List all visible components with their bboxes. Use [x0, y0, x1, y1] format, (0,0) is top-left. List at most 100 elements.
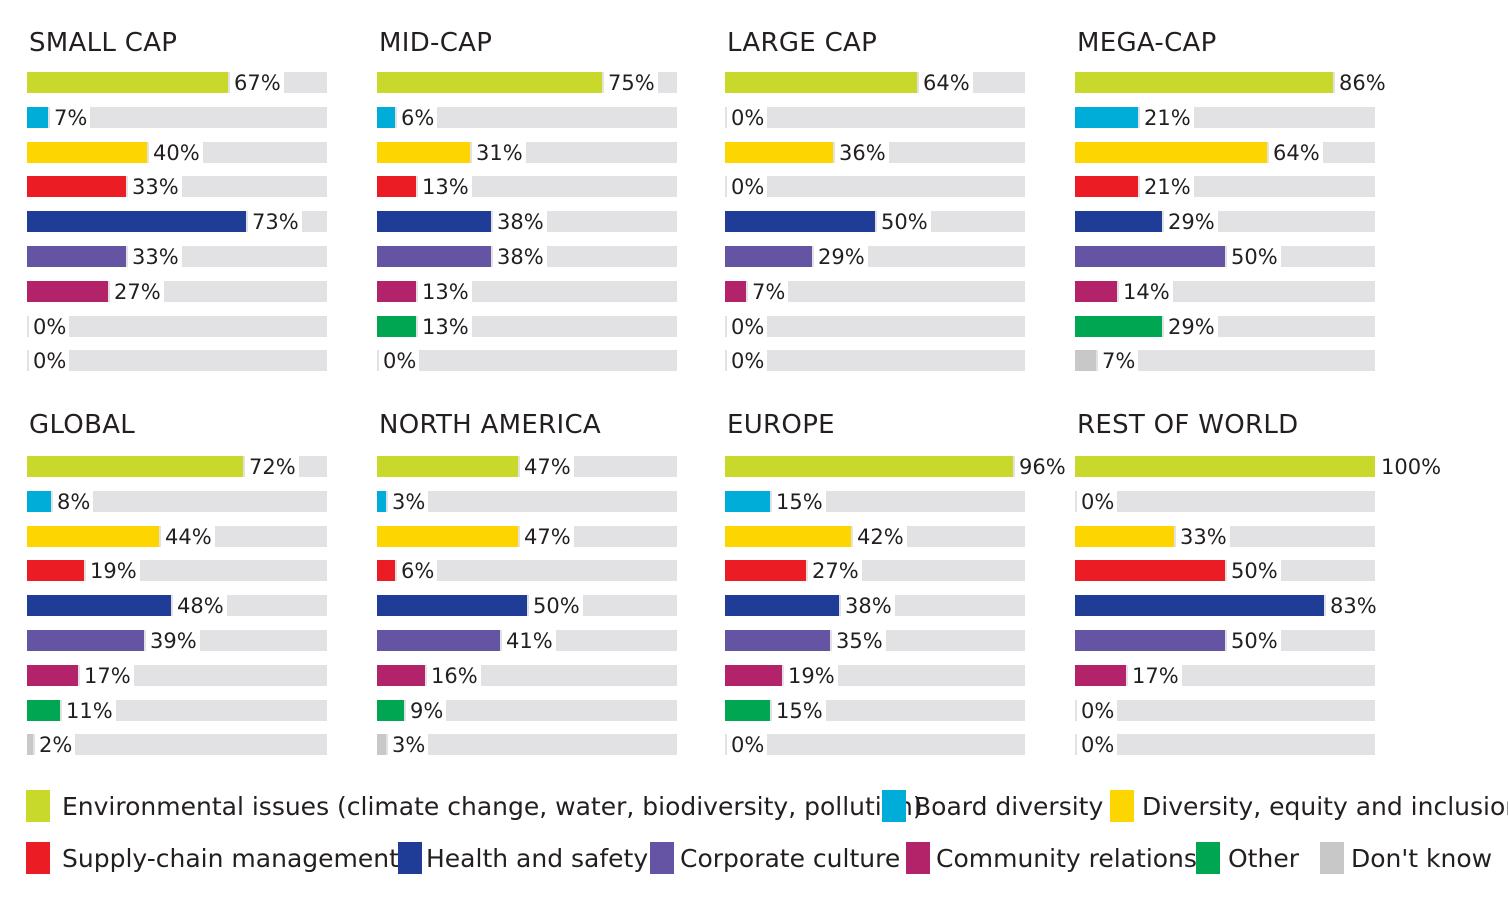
legend-label-community: Community relations: [936, 844, 1197, 873]
data-label: 7%: [748, 281, 789, 303]
data-label: 36%: [835, 142, 889, 164]
legend-label-culture: Corporate culture: [680, 844, 901, 873]
data-label: 7%: [50, 107, 91, 129]
bar-board: [377, 107, 395, 128]
data-label: 33%: [128, 246, 182, 268]
legend-label-supply: Supply-chain management: [62, 844, 399, 873]
bar-track: 0%: [725, 107, 1025, 129]
legend-label-dei: Diversity, equity and inclusion: [1142, 792, 1508, 821]
data-label: 86%: [1335, 72, 1389, 94]
bar-track: 21%: [1075, 176, 1375, 198]
data-label: 0%: [29, 350, 70, 372]
bar-track: 15%: [725, 491, 1025, 513]
data-label: 0%: [379, 350, 420, 372]
bar-track: 6%: [377, 560, 677, 582]
data-label: 16%: [427, 665, 481, 687]
bar-track: 40%: [27, 142, 327, 164]
bar-other: [377, 700, 404, 721]
data-label: 27%: [808, 560, 862, 582]
bar-dei: [1075, 142, 1267, 163]
bar-other: [1075, 316, 1162, 337]
bar-health: [27, 211, 246, 232]
bar-health: [27, 595, 171, 616]
panel-title: EUROPE: [727, 410, 835, 440]
legend-swatch-env: [26, 790, 50, 822]
bar-env: [27, 72, 228, 93]
data-label: 29%: [814, 246, 868, 268]
bar-track: 64%: [1075, 142, 1375, 164]
data-label: 48%: [173, 595, 227, 617]
data-label: 21%: [1140, 107, 1194, 129]
bar-track: 0%: [27, 316, 327, 338]
bar-community: [377, 665, 425, 686]
data-label: 42%: [853, 526, 907, 548]
bar-culture: [377, 246, 491, 267]
bar-dei: [725, 526, 851, 547]
bar-track: 0%: [725, 350, 1025, 372]
bar-env: [377, 72, 602, 93]
data-label: 64%: [1269, 142, 1323, 164]
bar-track: 33%: [1075, 526, 1375, 548]
bar-board: [725, 491, 770, 512]
bar-other: [725, 700, 770, 721]
bar-track: 17%: [27, 665, 327, 687]
data-label: 15%: [772, 700, 826, 722]
data-label: 83%: [1326, 595, 1380, 617]
bar-track: 50%: [1075, 630, 1375, 652]
data-label: 29%: [1164, 211, 1218, 233]
data-label: 47%: [520, 456, 574, 478]
legend-swatch-supply: [26, 842, 50, 874]
bar-community: [27, 665, 78, 686]
bar-community: [1075, 281, 1117, 302]
bar-track: 41%: [377, 630, 677, 652]
legend-swatch-culture: [650, 842, 674, 874]
bar-track: 72%: [27, 456, 327, 478]
data-label: 17%: [1128, 665, 1182, 687]
data-label: 50%: [877, 211, 931, 233]
bar-supply: [377, 176, 416, 197]
legend-swatch-community: [906, 842, 930, 874]
bar-community: [377, 281, 416, 302]
bar-health: [1075, 595, 1324, 616]
data-label: 64%: [919, 72, 973, 94]
bar-culture: [27, 630, 144, 651]
bar-health: [725, 595, 839, 616]
bar-track: 0%: [27, 350, 327, 372]
data-label: 0%: [1077, 700, 1118, 722]
bar-supply: [377, 560, 395, 581]
bar-culture: [1075, 246, 1225, 267]
bar-track: 50%: [1075, 560, 1375, 582]
bar-track: 15%: [725, 700, 1025, 722]
data-label: 13%: [418, 281, 472, 303]
data-label: 27%: [110, 281, 164, 303]
bar-dontknow: [27, 734, 33, 755]
bar-track: 17%: [1075, 665, 1375, 687]
bar-health: [1075, 211, 1162, 232]
data-label: 13%: [418, 316, 472, 338]
bar-track: 13%: [377, 281, 677, 303]
bar-env: [1075, 456, 1375, 477]
bar-dontknow: [1075, 350, 1096, 371]
bar-track: 38%: [377, 246, 677, 268]
bar-culture: [1075, 630, 1225, 651]
bar-other: [27, 700, 60, 721]
bar-track: 13%: [377, 176, 677, 198]
bar-track: 44%: [27, 526, 327, 548]
data-label: 0%: [727, 176, 768, 198]
bar-track: 29%: [1075, 316, 1375, 338]
panel-title: NORTH AMERICA: [379, 410, 602, 440]
bar-track: 47%: [377, 526, 677, 548]
bar-track: 36%: [725, 142, 1025, 164]
bar-supply: [27, 176, 126, 197]
bar-track: 13%: [377, 316, 677, 338]
bar-env: [725, 72, 917, 93]
bar-dei: [27, 526, 159, 547]
bar-other: [377, 316, 416, 337]
data-label: 19%: [86, 560, 140, 582]
data-label: 0%: [727, 350, 768, 372]
bar-dei: [27, 142, 147, 163]
bar-track: 35%: [725, 630, 1025, 652]
bar-track: 3%: [377, 734, 677, 756]
bar-track: 64%: [725, 72, 1025, 94]
bar-track: 39%: [27, 630, 327, 652]
